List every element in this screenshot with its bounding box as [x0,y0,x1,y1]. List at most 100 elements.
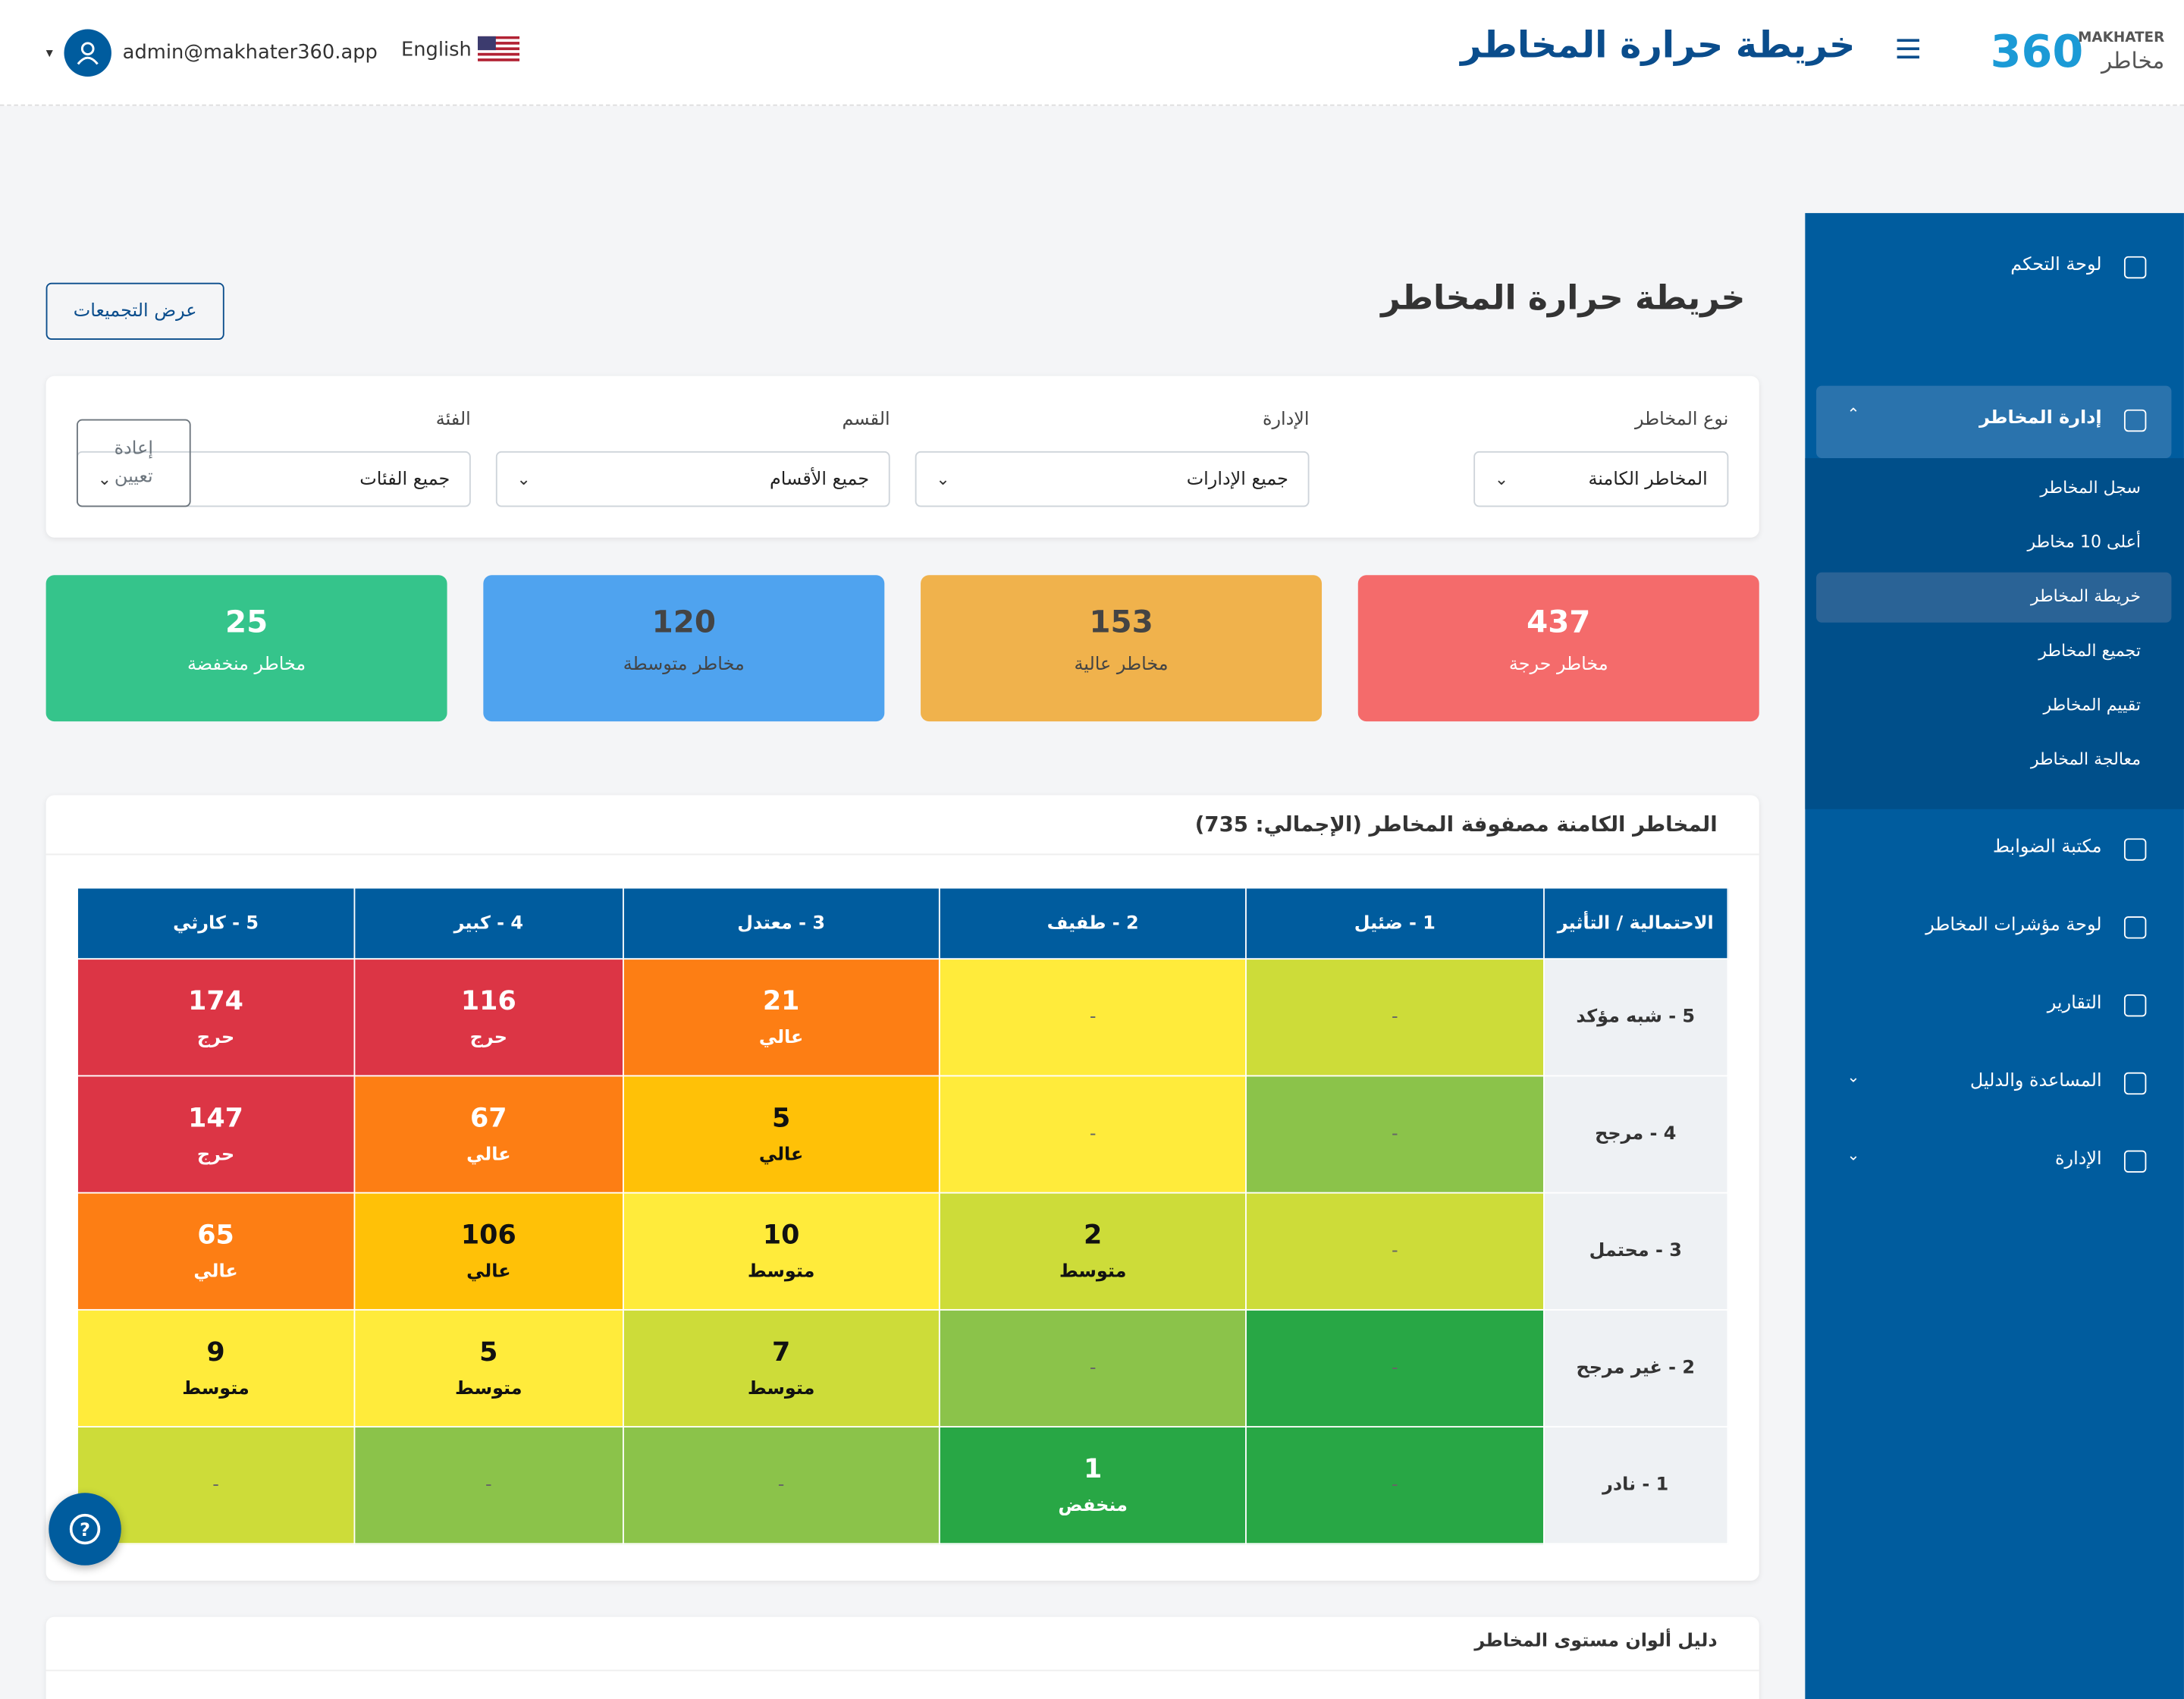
cell-count: 147 [188,1103,243,1134]
matrix-cell: - [938,1075,1247,1194]
cell-level: حرج [196,1028,235,1049]
nav-chevron: ⌃ [1847,405,1860,424]
impact-header: 1 - ضئيل [1245,887,1544,960]
nav-item[interactable]: المساعدة والدليل ⌄ [1816,1057,2171,1113]
submenu-label: معالجة المخاطر [2030,749,2142,769]
select-caret: ⌄ [1494,469,1509,489]
nav-item[interactable]: لوحة مؤشرات المخاطر [1816,901,2171,956]
nav-icon [2123,1150,2147,1173]
summary-label: مخاطر منخفضة [187,654,306,676]
filter-select[interactable]: المخاطر الكامنة ⌄ [1473,451,1729,507]
user-menu[interactable]: ▾ admin@makhater360.app [46,28,378,78]
submenu-item[interactable]: تجميع المخاطر [1816,627,2171,677]
help-button[interactable]: ? [49,1493,121,1566]
nav-item[interactable]: التقارير [1816,979,2171,1035]
cell-empty: - [1391,1240,1398,1262]
cell-count: 65 [197,1220,234,1251]
cell-level: متوسط [182,1378,249,1400]
nav-label: الإدارة [2055,1148,2102,1170]
impact-header: 3 - معتدل [622,887,940,960]
header-title: خريطة حرارة المخاطر [1461,25,1856,68]
nav-label: المساعدة والدليل [1969,1070,2102,1092]
cell-count: 116 [460,985,516,1017]
select-caret: ⌄ [516,469,531,489]
matrix-cell: 67 عالي [353,1075,624,1194]
nav-icon [2123,838,2147,861]
cell-count: 5 [771,1103,791,1134]
filter-select[interactable]: جميع الفئات ⌄ [77,451,471,507]
summary-value: 25 [224,605,268,641]
submenu-item[interactable]: تقييم المخاطر [1816,681,2171,731]
cell-empty: - [1391,1007,1398,1029]
impact-header: 5 - كارثي [77,887,356,960]
matrix-cell: 9 متوسط [77,1308,356,1428]
matrix-cell: - [1245,1192,1544,1311]
cell-empty: - [1089,1007,1097,1029]
matrix-cell: - [1245,1426,1544,1545]
matrix-row: 1 - نادر - 1 منخفض - - - [77,1426,1729,1545]
matrix-cell: 65 عالي [77,1192,356,1311]
likelihood-label: 1 - نادر [1542,1426,1729,1545]
filter-card: نوع المخاطر المخاطر الكامنة ⌄ الإدارة جميع ا… [46,375,1759,538]
nav-chevron: ⌄ [1847,1146,1860,1164]
submenu: سجل المخاطر أعلى 10 مخاطر خريطة المخاطر تجم… [1805,458,2184,809]
matrix-cell: - [1245,1075,1544,1194]
matrix-row: 3 - محتمل - 2 متوسط 10 متوسط 106 عالي 65 عالي [77,1192,1729,1311]
submenu-item[interactable]: أعلى 10 مخاطر [1816,518,2171,568]
matrix-cell: 2 متوسط [938,1192,1247,1311]
filter-label: الفئة [435,409,471,431]
matrix-cell: - [77,1426,356,1545]
submenu-label: تجميع المخاطر [2038,640,2142,661]
nav-icon [2123,916,2147,939]
nav-item[interactable]: مكتبة الضوابط [1816,823,2171,878]
nav-item[interactable]: لوحة التحكم [1816,241,2171,297]
language-switch[interactable]: English [401,36,519,64]
nav-label: لوحة مؤشرات المخاطر [1925,915,2102,936]
matrix-corner: الاحتمالية / التأثير [1542,887,1729,960]
matrix-cell: 21 عالي [622,958,940,1077]
submenu-item[interactable]: معالجة المخاطر [1816,735,2171,785]
filter-label: القسم [842,409,890,431]
nav-icon [2123,256,2147,279]
nav-item[interactable]: الإدارة ⌄ [1816,1135,2171,1190]
matrix-cell: 174 حرج [77,958,356,1077]
matrix-cell: 106 عالي [353,1192,624,1311]
groupings-button[interactable]: عرض التجميعات [46,282,224,341]
language: English [400,39,472,61]
submenu-item[interactable]: خريطة المخاطر [1816,572,2172,623]
cell-count: 9 [206,1336,225,1368]
submenu-item[interactable]: سجل المخاطر [1816,463,2171,513]
header: 360 MAKHATER مخاطر خريطة حرارة المخاطر ▾… [0,0,2184,106]
cell-count: 1 [1083,1453,1103,1485]
risk-matrix: الاحتمالية / التأثير 1 - ضئيل 2 - طفيف 3 - … [77,887,1729,1545]
summary-label: مخاطر متوسطة [623,654,745,676]
filter-select[interactable]: جميع الأقسام ⌄ [495,451,890,507]
flag [477,36,519,64]
matrix-cell: - [1245,958,1544,1077]
menu-toggle[interactable] [1897,39,1919,59]
nav-item[interactable]: إدارة المخاطر ⌃ [1816,385,2172,459]
cell-empty: - [1391,1358,1398,1379]
nav-icon [2123,994,2147,1017]
nav-label: إدارة المخاطر [1979,407,2102,429]
matrix-cell: - [353,1426,624,1545]
select-caret: ⌄ [936,469,950,489]
cell-empty: - [1089,1358,1097,1379]
likelihood-label: 3 - محتمل [1542,1192,1729,1311]
select-caret: ⌄ [97,469,112,489]
summary-value: 120 [651,605,717,641]
cell-count: 67 [470,1103,507,1134]
sidebar: لوحة التحكم إدارة المخاطر ⌃ سجل المخاطر أعلى… [1805,212,2184,1699]
user-email: admin@makhater360.app [122,42,378,64]
filter-label: نوع المخاطر [1634,409,1729,431]
matrix-cell: 7 متوسط [622,1308,940,1428]
matrix-row: 5 - شبه مؤكد - - 21 عالي 116 حرج 174 حرج [77,958,1729,1077]
filter-select[interactable]: جميع الإدارات ⌄ [915,451,1310,507]
cell-level: عالي [466,1145,511,1166]
cell-level: متوسط [455,1378,522,1400]
brand-latin: MAKHATER [2078,30,2165,46]
reset-button[interactable]: إعادة تعيين [77,419,191,507]
nav-chevron: ⌄ [1847,1068,1860,1087]
cell-empty: - [1391,1123,1398,1145]
cell-level: عالي [758,1028,804,1049]
